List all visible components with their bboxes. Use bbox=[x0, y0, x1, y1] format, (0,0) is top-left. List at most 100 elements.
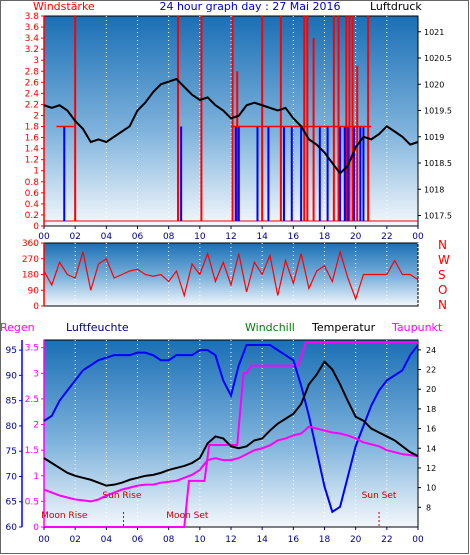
rain-tick-label: 3 bbox=[33, 369, 39, 379]
annotation-label: Moon Rise bbox=[41, 511, 88, 521]
temp-tick-label: 10 bbox=[426, 484, 436, 493]
y-tick-label: 0.4 bbox=[25, 200, 40, 210]
y-tick-label: 3.6 bbox=[25, 23, 40, 33]
y-tick-label: 3.4 bbox=[25, 34, 40, 44]
x-tick-label: 16 bbox=[288, 535, 300, 545]
y-tick-label: 1018 bbox=[424, 185, 444, 194]
dewpoint-line bbox=[43, 425, 419, 503]
y-tick-label: 2.8 bbox=[25, 67, 40, 77]
y-tick-label: 1021 bbox=[424, 28, 444, 37]
panel2-direction-line bbox=[43, 249, 419, 301]
temperature-line bbox=[43, 360, 419, 487]
y-tick-label: 0.6 bbox=[25, 189, 40, 199]
legend-item: Windchill bbox=[245, 321, 295, 334]
humidity-tick-label: 85 bbox=[6, 397, 17, 407]
temp-tick-label: 8 bbox=[426, 503, 431, 512]
compass-label: N bbox=[438, 238, 447, 252]
y-tick-label: 1.4 bbox=[25, 145, 40, 155]
y-tick-label: 3 bbox=[33, 56, 39, 66]
panel1-left-axis: 00.20.40.60.811.21.41.61.822.22.42.62.83… bbox=[25, 12, 45, 232]
compass-label: S bbox=[438, 268, 446, 282]
x-tick-label: 04 bbox=[101, 535, 113, 545]
x-tick-label: 12 bbox=[225, 535, 236, 545]
x-tick-label: 08 bbox=[163, 232, 175, 242]
legend-item: Luftfeuchte bbox=[66, 321, 129, 334]
x-tick-label: 00 bbox=[38, 232, 50, 242]
rain-tick-label: 1 bbox=[33, 472, 39, 482]
humidity-tick-label: 65 bbox=[6, 498, 17, 508]
x-tick-label: 00 bbox=[38, 535, 50, 545]
rain-tick-label: 2 bbox=[33, 421, 39, 431]
panel3-legend: Regen Luftfeuchte Windchill Temperatur Taupu… bbox=[0, 321, 443, 334]
panel1-right-axis: 1017.5 1018 1018.5 1019 1019.5 1020 1020.5 1021 bbox=[417, 16, 452, 226]
panel2-left-axis: 0 90 180 270 360 bbox=[22, 239, 45, 312]
x-tick-label: 16 bbox=[288, 232, 300, 242]
x-tick-label: 18 bbox=[319, 535, 331, 545]
x-tick-label: 02 bbox=[69, 232, 80, 242]
humidity-tick-label: 60 bbox=[6, 523, 18, 533]
humidity-tick-label: 80 bbox=[6, 422, 18, 432]
annotation-label: Moon Set bbox=[166, 511, 209, 521]
x-tick-label: 08 bbox=[163, 535, 175, 545]
annotation-label: Sun Set bbox=[362, 491, 397, 501]
x-tick-label: 18 bbox=[319, 232, 331, 242]
temp-tick-label: 22 bbox=[426, 366, 436, 375]
x-tick-label: 10 bbox=[194, 232, 206, 242]
panel1-left-label: Windstärke bbox=[33, 0, 95, 13]
y-tick-label: 1020.5 bbox=[424, 54, 452, 63]
panel3-annotations: Sun Rise Moon Rise Moon Set Sun Set bbox=[41, 491, 397, 527]
temp-tick-label: 14 bbox=[426, 444, 436, 453]
y-tick-label: 0.8 bbox=[25, 178, 40, 188]
y-tick-label: 1017.5 bbox=[424, 212, 452, 221]
y-tick-label: 3.2 bbox=[25, 45, 39, 55]
temp-tick-label: 18 bbox=[426, 405, 436, 414]
x-tick-label: 06 bbox=[132, 535, 144, 545]
y-tick-label: 0.2 bbox=[25, 211, 39, 221]
humidity-tick-label: 95 bbox=[6, 346, 17, 356]
panel3-axes: 0 0.5 1 1.5 2 2.5 3 3.5 60 65 70 75 80 85 90 95 8 10 12 14 1… bbox=[6, 340, 436, 533]
x-tick-label: 06 bbox=[132, 232, 144, 242]
y-tick-label: 1020 bbox=[424, 80, 444, 89]
y-tick-label: 1 bbox=[33, 167, 39, 177]
humidity-line bbox=[43, 344, 419, 514]
rain-tick-label: 0.5 bbox=[25, 497, 39, 507]
humidity-tick-label: 90 bbox=[6, 371, 18, 381]
y-tick-label: 3.8 bbox=[25, 12, 40, 22]
y-tick-label: 90 bbox=[28, 286, 40, 296]
panel3-x-axis: 00 02 04 06 08 10 12 14 16 18 20 22 00 bbox=[38, 527, 424, 545]
x-tick-label: 00 bbox=[412, 232, 424, 242]
y-tick-label: 1019 bbox=[424, 133, 444, 142]
temp-tick-label: 12 bbox=[426, 464, 436, 473]
y-tick-label: 270 bbox=[22, 255, 39, 265]
y-tick-label: 1.6 bbox=[25, 134, 40, 144]
x-tick-label: 14 bbox=[256, 535, 268, 545]
x-tick-label: 10 bbox=[194, 535, 206, 545]
panel1-x-axis: 00 02 04 06 08 10 12 14 16 18 20 22 00 bbox=[38, 226, 424, 242]
direction-line bbox=[43, 249, 419, 301]
temp-tick-label: 24 bbox=[426, 346, 436, 355]
compass-label: O bbox=[438, 283, 447, 297]
y-tick-label: 1.2 bbox=[25, 156, 39, 166]
x-tick-label: 00 bbox=[412, 535, 424, 545]
x-tick-label: 20 bbox=[350, 535, 362, 545]
legend-item: Taupunkt bbox=[391, 321, 443, 334]
temp-tick-label: 16 bbox=[426, 425, 436, 434]
y-tick-label: 2.2 bbox=[25, 100, 39, 110]
y-tick-label: 180 bbox=[22, 271, 39, 281]
rain-tick-label: 2.5 bbox=[25, 395, 39, 405]
compass-label: N bbox=[438, 298, 447, 312]
y-tick-label: 1018.5 bbox=[424, 159, 452, 168]
x-tick-label: 22 bbox=[381, 232, 392, 242]
y-tick-label: 0 bbox=[33, 222, 39, 232]
y-tick-label: 2.4 bbox=[25, 89, 40, 99]
y-tick-label: 360 bbox=[22, 239, 39, 249]
legend-item: Regen bbox=[0, 321, 35, 334]
pressure-line bbox=[43, 77, 419, 176]
rain-line bbox=[44, 341, 418, 528]
compass-label: W bbox=[438, 253, 450, 267]
panel2-background bbox=[43, 242, 419, 307]
rain-tick-label: 1.5 bbox=[25, 446, 39, 456]
panel1-wind-bars bbox=[44, 16, 418, 222]
annotation-label: Sun Rise bbox=[102, 491, 141, 501]
